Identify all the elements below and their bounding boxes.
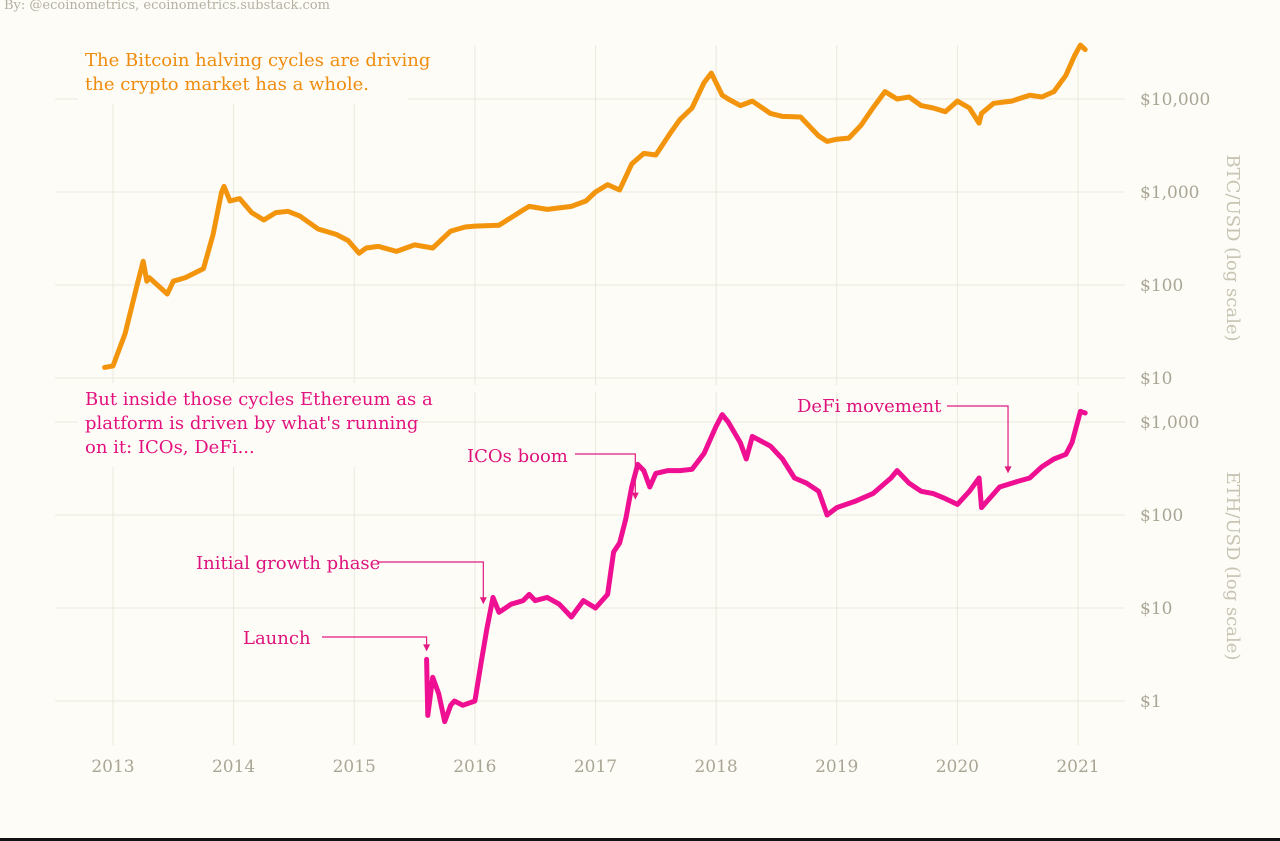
credit-text: By: @ecoinometrics, ecoinometrics.substa… (4, 0, 330, 13)
x-tick-label: 2020 (936, 757, 979, 777)
y-tick-label: $100 (1140, 506, 1183, 526)
note-background (78, 383, 408, 467)
y-tick-label: $1,000 (1140, 413, 1199, 433)
annotation-leader-line (322, 636, 428, 646)
annotation-label: DeFi movement (797, 396, 942, 417)
x-tick-label: 2013 (91, 757, 134, 777)
annotation-arrowhead (479, 597, 487, 605)
annotation-arrowhead (1004, 466, 1012, 474)
chart-note-line: The Bitcoin halving cycles are driving (85, 50, 430, 71)
y-tick-label: $1 (1140, 692, 1162, 712)
y-tick-label: $100 (1140, 276, 1183, 296)
x-tick-label: 2021 (1056, 757, 1099, 777)
annotation-leader-line (575, 453, 636, 494)
annotation-leader-line (947, 405, 1009, 468)
annotation: DeFi movement (797, 396, 1012, 474)
bottom-border (0, 838, 1280, 841)
x-tick-label: 2017 (574, 757, 617, 777)
annotation-label: Initial growth phase (196, 553, 380, 574)
y-axis-label: BTC/USD (log scale) (1222, 154, 1243, 341)
y-tick-label: $1,000 (1140, 183, 1199, 203)
y-tick-label: $10 (1140, 369, 1172, 389)
eth-price-line (424, 408, 1088, 725)
chart-note-line: on it: ICOs, DeFi... (85, 437, 255, 458)
annotation-label: ICOs boom (467, 446, 568, 467)
y-tick-label: $10,000 (1140, 90, 1210, 110)
chart-note-line: platform is driven by what's running (85, 413, 418, 434)
y-tick-label: $10 (1140, 599, 1172, 619)
x-tick-label: 2014 (212, 757, 255, 777)
annotation-leader-line (378, 561, 484, 599)
chart-note-line: the crypto market has a whole. (85, 74, 369, 95)
annotation: Initial growth phase (196, 553, 487, 605)
x-tick-label: 2018 (694, 757, 737, 777)
annotation-label: Launch (243, 628, 311, 649)
annotation: Launch (243, 628, 431, 652)
x-tick-label: 2016 (453, 757, 496, 777)
x-tick-label: 2019 (815, 757, 858, 777)
annotation-arrowhead (631, 492, 639, 500)
y-axis-label: ETH/USD (log scale) (1222, 472, 1243, 661)
note-background (78, 44, 408, 104)
x-tick-label: 2015 (333, 757, 376, 777)
btc-price-line (102, 42, 1088, 370)
annotation-arrowhead (423, 644, 431, 652)
annotation: ICOs boom (467, 446, 639, 500)
chart-note-line: But inside those cycles Ethereum as a (85, 389, 433, 410)
